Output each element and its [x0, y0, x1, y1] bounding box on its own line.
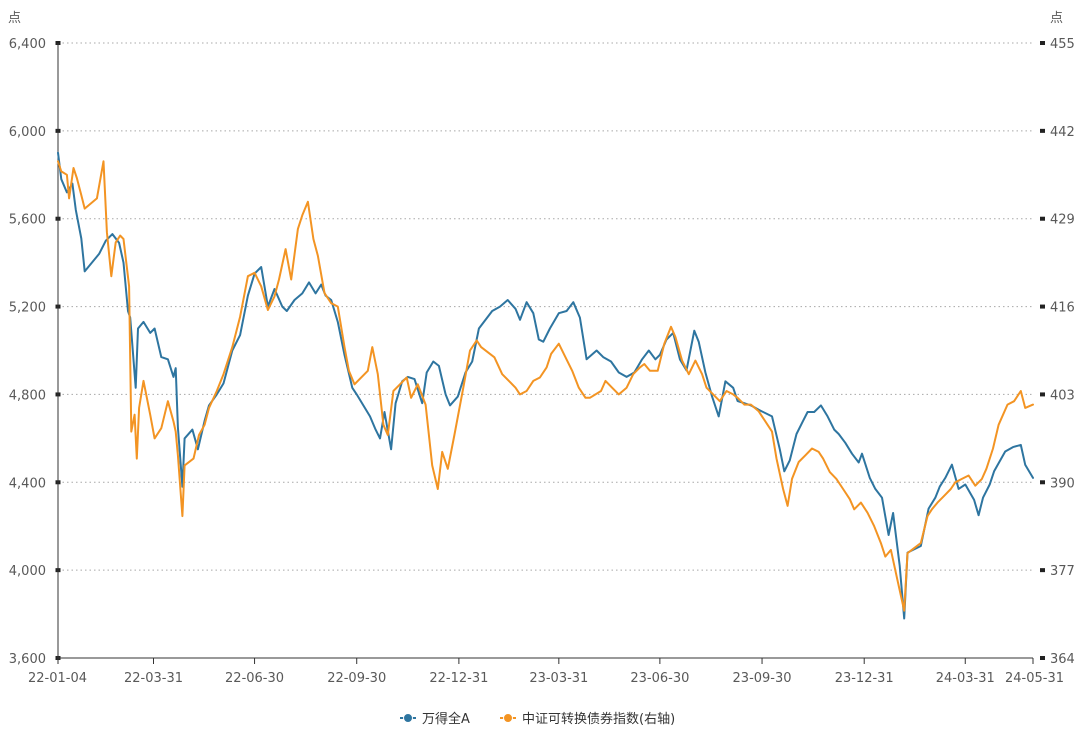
right-tick-label: 364: [1050, 652, 1075, 667]
x-tick-label: 22-03-31: [124, 671, 183, 686]
left-tick-label: 6,400: [9, 37, 46, 52]
left-axis-unit: 点: [8, 11, 21, 26]
series-line-1: [57, 151, 1034, 620]
right-tick-mark: [1040, 41, 1045, 45]
left-tick-label: 3,600: [9, 652, 46, 667]
x-tick-label: 22-01-04: [28, 671, 87, 686]
gridlines: [58, 42, 1033, 571]
legend-label: 万得全A: [422, 711, 470, 727]
right-tick-mark: [1040, 480, 1045, 485]
right-tick-mark: [1040, 568, 1045, 573]
x-tick-label: 22-12-31: [429, 671, 488, 686]
legend-marker-dot: [503, 713, 513, 723]
right-tick-mark: [1040, 392, 1045, 397]
legend-marker-dot: [403, 713, 413, 723]
right-tick-mark: [1040, 656, 1045, 660]
right-tick-label: 416: [1050, 301, 1075, 316]
right-tick-mark: [1040, 128, 1045, 133]
right-tick-mark: [1040, 304, 1045, 309]
right-tick-label: 442: [1050, 125, 1075, 140]
left-tick-label: 6,000: [9, 125, 46, 140]
right-axis-unit: 点: [1050, 11, 1063, 26]
x-tick-label: 22-06-30: [225, 671, 284, 686]
series-line-2: [57, 160, 1034, 612]
right-tick-mark: [1040, 216, 1045, 221]
left-tick-label: 5,600: [9, 213, 46, 228]
legend-label: 中证可转换债券指数(右轴): [522, 711, 675, 727]
right-tick-label: 429: [1050, 213, 1075, 228]
left-tick-label: 4,000: [9, 564, 46, 579]
right-tick-label: 390: [1050, 476, 1075, 491]
x-tick-label: 24-05-31: [1005, 671, 1064, 686]
x-tick-label: 23-12-31: [835, 671, 894, 686]
series-lines: [57, 151, 1034, 620]
right-tick-label: 377: [1050, 564, 1075, 579]
left-tick-label: 5,200: [9, 301, 46, 316]
x-tick-label: 22-09-30: [327, 671, 386, 686]
left-tick-label: 4,400: [9, 476, 46, 491]
right-tick-label: 403: [1050, 388, 1075, 403]
left-tick-label: 4,800: [9, 388, 46, 403]
right-tick-label: 455: [1050, 37, 1075, 52]
legend: 万得全A 中证可转换债券指数(右轴): [400, 711, 675, 727]
x-tick-label: 23-09-30: [733, 671, 792, 686]
x-tick-label: 23-06-30: [630, 671, 689, 686]
axes: 6,400 6,000 5,600 5,200 4,800 4,400 4,000 3,600…: [9, 37, 1075, 686]
x-tick-label: 23-03-31: [529, 671, 588, 686]
x-tick-label: 24-03-31: [936, 671, 995, 686]
